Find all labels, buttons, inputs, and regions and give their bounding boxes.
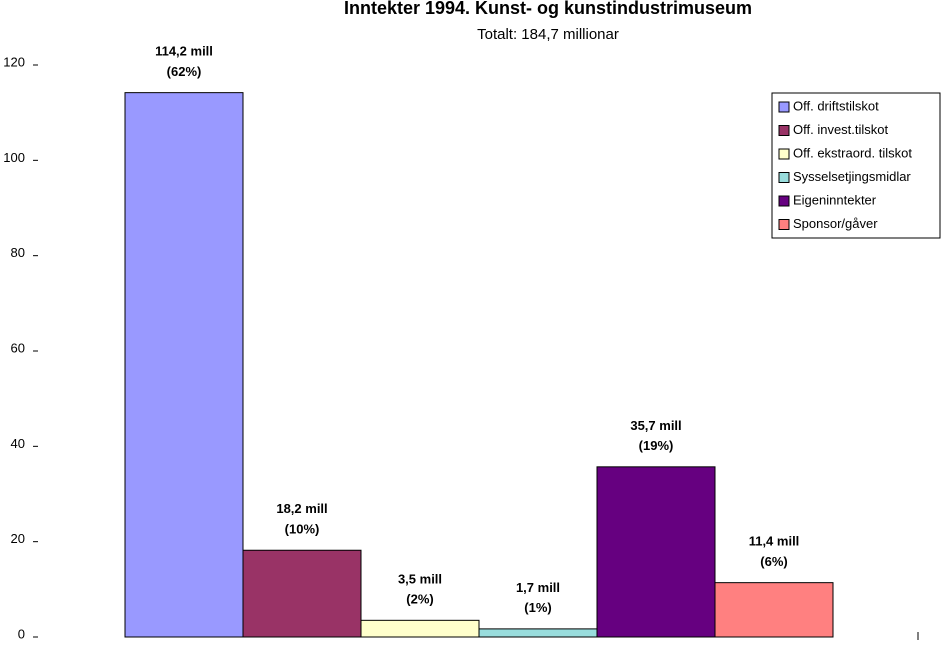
bar [242,549,362,638]
legend-label: Off. invest.tilskot [793,122,889,137]
y-tick-label: 60 [11,340,25,355]
chart-title: Inntekter 1994. Kunst- og kunstindustrim… [344,0,752,18]
legend-box [771,92,941,239]
chart-subtitle: Totalt: 184,7 millionar [477,26,619,43]
data-label: 18,2 mill (10%) [276,502,327,537]
legend-label: Off. ekstraord. tilskot [793,145,912,160]
data-label: 35,7 mill (19%) [630,418,681,453]
legend: Off. driftstilskot Off. invest.tilskot Off… [771,92,941,239]
y-tick-label: 40 [11,436,25,451]
bar [596,466,716,638]
bar [714,582,834,638]
y-tick-label: 120 [3,54,25,69]
legend-swatch [778,125,790,136]
bar [478,628,598,638]
legend-label: Off. driftstilskot [793,98,879,113]
legend-swatch [778,101,790,113]
y-tick-label: 80 [11,245,25,260]
y-tick-label: 100 [3,150,25,165]
bar [124,92,244,638]
legend-label: Eigeninntekter [793,192,877,207]
y-tick-label: 20 [11,531,25,546]
legend-swatch [778,172,790,183]
data-label: 1,7 mill (1%) [516,580,560,615]
legend-label: Sysselsetjingsmidlar [793,169,911,184]
legend-swatch [778,219,790,230]
data-label: 11,4 mill (6%) [749,534,800,569]
legend-swatch [778,195,790,207]
bar [360,619,480,638]
data-label: 3,5 mill (2%) [398,572,442,607]
legend-swatch [778,148,790,160]
y-tick-label: 0 [18,626,25,641]
data-label: 114,2 mill (62%) [155,44,213,79]
legend-label: Sponsor/gåver [793,216,878,231]
